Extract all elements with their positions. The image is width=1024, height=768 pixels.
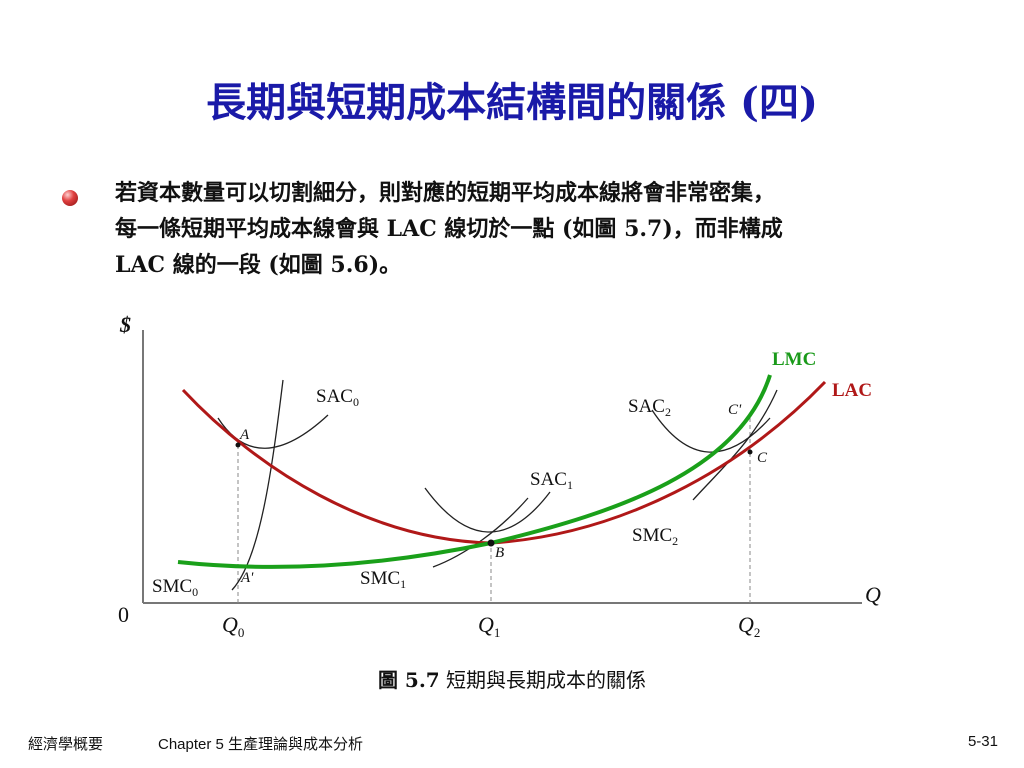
body-line-1: 若資本數量可以切割細分，則對應的短期平均成本線將會非常密集， xyxy=(115,180,776,206)
caption-text: 短期與長期成本的關係 xyxy=(439,668,647,692)
sac2-curve xyxy=(651,409,771,453)
sac1-label: SAC1 xyxy=(530,469,573,492)
smc2-label: SMC2 xyxy=(632,525,678,548)
smc0-label: SMC0 xyxy=(152,576,198,599)
point-c-prime-label: C' xyxy=(728,402,742,418)
lmc-label: LMC xyxy=(772,349,816,370)
tick-q1: Q1 xyxy=(478,612,500,640)
lmc-curve xyxy=(177,374,772,569)
point-a-label: A xyxy=(239,427,250,443)
point-c xyxy=(747,449,753,455)
caption-prefix: 圖 5.7 xyxy=(377,668,440,692)
bullet-icon xyxy=(62,190,78,206)
point-b-label: B xyxy=(495,545,504,561)
smc2-curve xyxy=(692,389,778,501)
origin-label: 0 xyxy=(118,602,129,627)
smc1-curve xyxy=(432,497,529,568)
footer-course: 經濟學概要 xyxy=(28,736,104,753)
point-a xyxy=(235,442,241,448)
tick-q2: Q2 xyxy=(738,612,760,640)
y-axis-label: $ xyxy=(119,312,131,337)
body-line-3: LAC 線的一段 (如圖 5.6)。 xyxy=(115,252,402,278)
point-b xyxy=(487,539,495,547)
smc0-curve xyxy=(231,379,284,591)
sac1-curve xyxy=(424,487,551,533)
sac0-label: SAC0 xyxy=(316,386,359,409)
body-paragraph: 若資本數量可以切割細分，則對應的短期平均成本線將會非常密集， 每一條短期平均成本… xyxy=(115,175,995,283)
x-axis-label: Q xyxy=(865,582,881,607)
point-a-prime-label: A' xyxy=(240,570,254,586)
footer-page-number: 5-31 xyxy=(967,733,998,750)
body-line-2: 每一條短期平均成本線會與 LAC 線切於一點 (如圖 5.7)，而非構成 xyxy=(115,216,783,242)
sac2-label: SAC2 xyxy=(628,396,671,419)
footer-chapter: Chapter 5 生產理論與成本分析 xyxy=(158,736,364,753)
sac0-curve xyxy=(217,414,329,449)
slide-title: 長期與短期成本結構間的關係 (四) xyxy=(206,79,818,126)
figure-caption: 圖 5.7 短期與長期成本的關係 xyxy=(0,664,1024,693)
smc1-label: SMC1 xyxy=(360,568,406,591)
point-c-label: C xyxy=(757,450,768,466)
tick-q0: Q0 xyxy=(222,612,244,640)
lac-label: LAC xyxy=(832,380,872,401)
